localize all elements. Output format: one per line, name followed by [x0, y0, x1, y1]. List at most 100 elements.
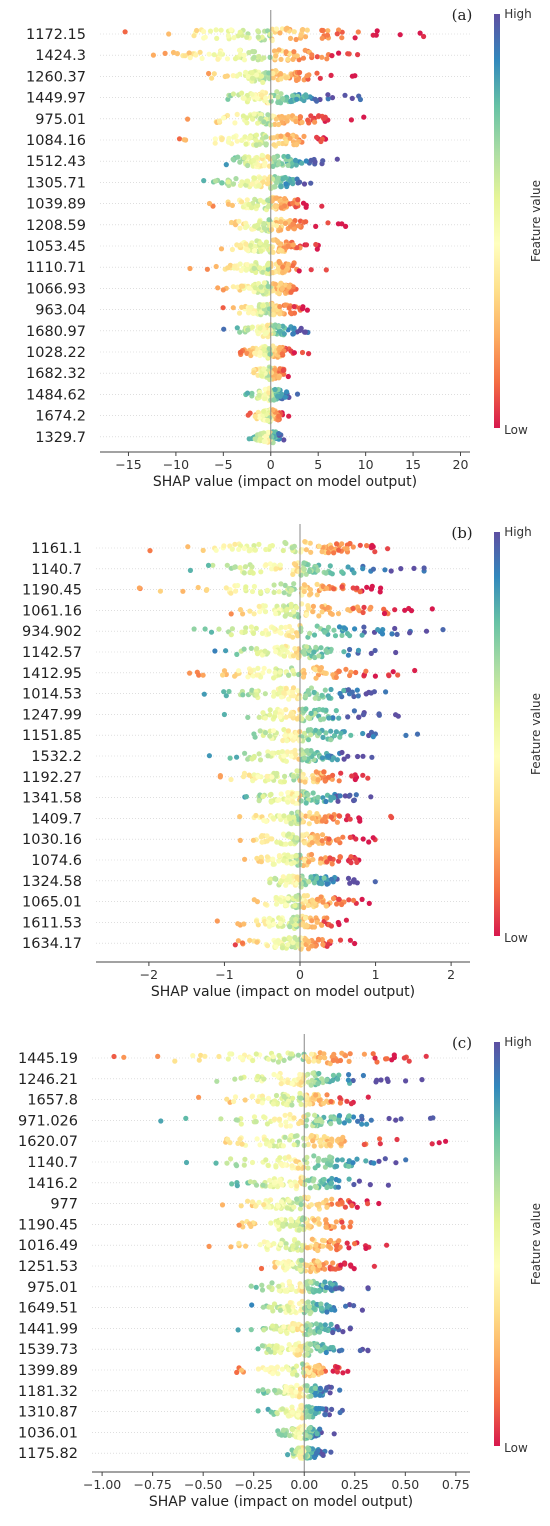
shap-point — [286, 1367, 292, 1373]
shap-point — [247, 937, 253, 944]
shap-point — [243, 241, 249, 247]
shap-point — [342, 92, 348, 98]
colorbar-gradient — [494, 14, 500, 428]
shap-point — [249, 687, 255, 693]
shap-point — [283, 1245, 289, 1251]
shap-point — [196, 1094, 202, 1100]
shap-point — [350, 1077, 356, 1084]
feature-label: 1074.6 — [31, 853, 82, 869]
shap-point — [314, 818, 320, 825]
shap-point — [355, 753, 361, 760]
shap-point — [242, 1156, 248, 1162]
shap-point — [289, 1102, 295, 1108]
shap-point — [272, 710, 278, 716]
feature-label: 1399.89 — [18, 1363, 78, 1379]
shap-point — [377, 1136, 383, 1142]
shap-point — [302, 693, 309, 699]
shap-point — [300, 674, 307, 680]
shap-point — [297, 179, 303, 185]
shap-point — [346, 1176, 352, 1182]
shap-point — [293, 36, 299, 43]
shap-point — [381, 610, 388, 617]
shap-point — [222, 73, 228, 80]
shap-point — [284, 118, 290, 124]
shap-point — [278, 91, 284, 97]
shap-point — [294, 391, 301, 397]
shap-point — [319, 818, 325, 824]
shap-point — [272, 1387, 278, 1393]
shap-point — [361, 114, 367, 120]
shap-point — [244, 115, 250, 121]
shap-point — [249, 205, 255, 211]
shap-point — [324, 585, 330, 591]
shap-point — [322, 778, 328, 784]
shap-point — [253, 132, 260, 138]
shap-point — [234, 754, 240, 760]
shap-point — [319, 838, 325, 844]
shap-point — [240, 611, 246, 617]
shap-point — [252, 223, 258, 229]
shap-point — [349, 73, 355, 79]
shap-point — [307, 1425, 313, 1431]
x-tick-label: 0 — [296, 967, 304, 982]
shap-point — [251, 265, 257, 271]
shap-point — [308, 1279, 314, 1285]
shap-point — [313, 1451, 319, 1457]
shap-point — [240, 774, 247, 780]
shap-point — [287, 1300, 293, 1306]
shap-point — [258, 373, 264, 379]
shap-point — [206, 200, 213, 207]
shap-point — [314, 134, 320, 140]
shap-point — [429, 1141, 435, 1147]
shap-point — [315, 1081, 321, 1087]
shap-point — [265, 197, 271, 203]
shap-point — [272, 713, 278, 720]
shap-point — [306, 1304, 312, 1310]
shap-point — [253, 1119, 259, 1125]
shap-point — [301, 77, 307, 83]
shap-point — [329, 1175, 335, 1182]
shap-point — [287, 1111, 293, 1118]
shap-point — [294, 245, 300, 251]
shap-point — [308, 549, 314, 555]
shap-point — [347, 1326, 353, 1332]
shap-point — [284, 606, 290, 612]
shap-point — [311, 1217, 317, 1223]
shap-point — [265, 1095, 272, 1101]
shap-point — [328, 1321, 334, 1327]
shap-point — [242, 1097, 248, 1103]
shap-point — [237, 29, 243, 35]
shap-point — [283, 841, 289, 847]
shap-point — [281, 1093, 287, 1100]
shap-point — [359, 632, 365, 638]
shap-point — [255, 28, 261, 34]
shap-point — [341, 1120, 347, 1126]
shap-point — [304, 27, 310, 33]
shap-point — [278, 183, 284, 190]
shap-point — [262, 648, 268, 654]
shap-point — [325, 28, 331, 34]
shap-point — [331, 586, 337, 592]
shap-point — [267, 1183, 273, 1189]
shap-point — [259, 1287, 266, 1293]
shap-point — [278, 280, 284, 286]
shap-point — [196, 1057, 202, 1063]
x-tick-label: −5 — [214, 457, 232, 472]
shap-point — [421, 565, 427, 571]
shap-point — [294, 716, 300, 722]
shap-point — [291, 1204, 297, 1210]
shap-point — [230, 156, 236, 162]
shap-point — [423, 1053, 429, 1059]
feature-label: 1247.99 — [22, 707, 82, 723]
shap-point — [267, 707, 273, 713]
shap-point — [277, 813, 283, 819]
shap-point — [355, 1118, 361, 1124]
shap-point — [278, 76, 284, 82]
shap-point — [250, 48, 256, 55]
shap-point — [256, 798, 262, 804]
shap-point — [323, 1284, 329, 1290]
shap-point — [295, 1412, 301, 1418]
shap-point — [336, 896, 342, 903]
shap-point — [271, 582, 277, 588]
shap-point — [282, 1134, 288, 1140]
